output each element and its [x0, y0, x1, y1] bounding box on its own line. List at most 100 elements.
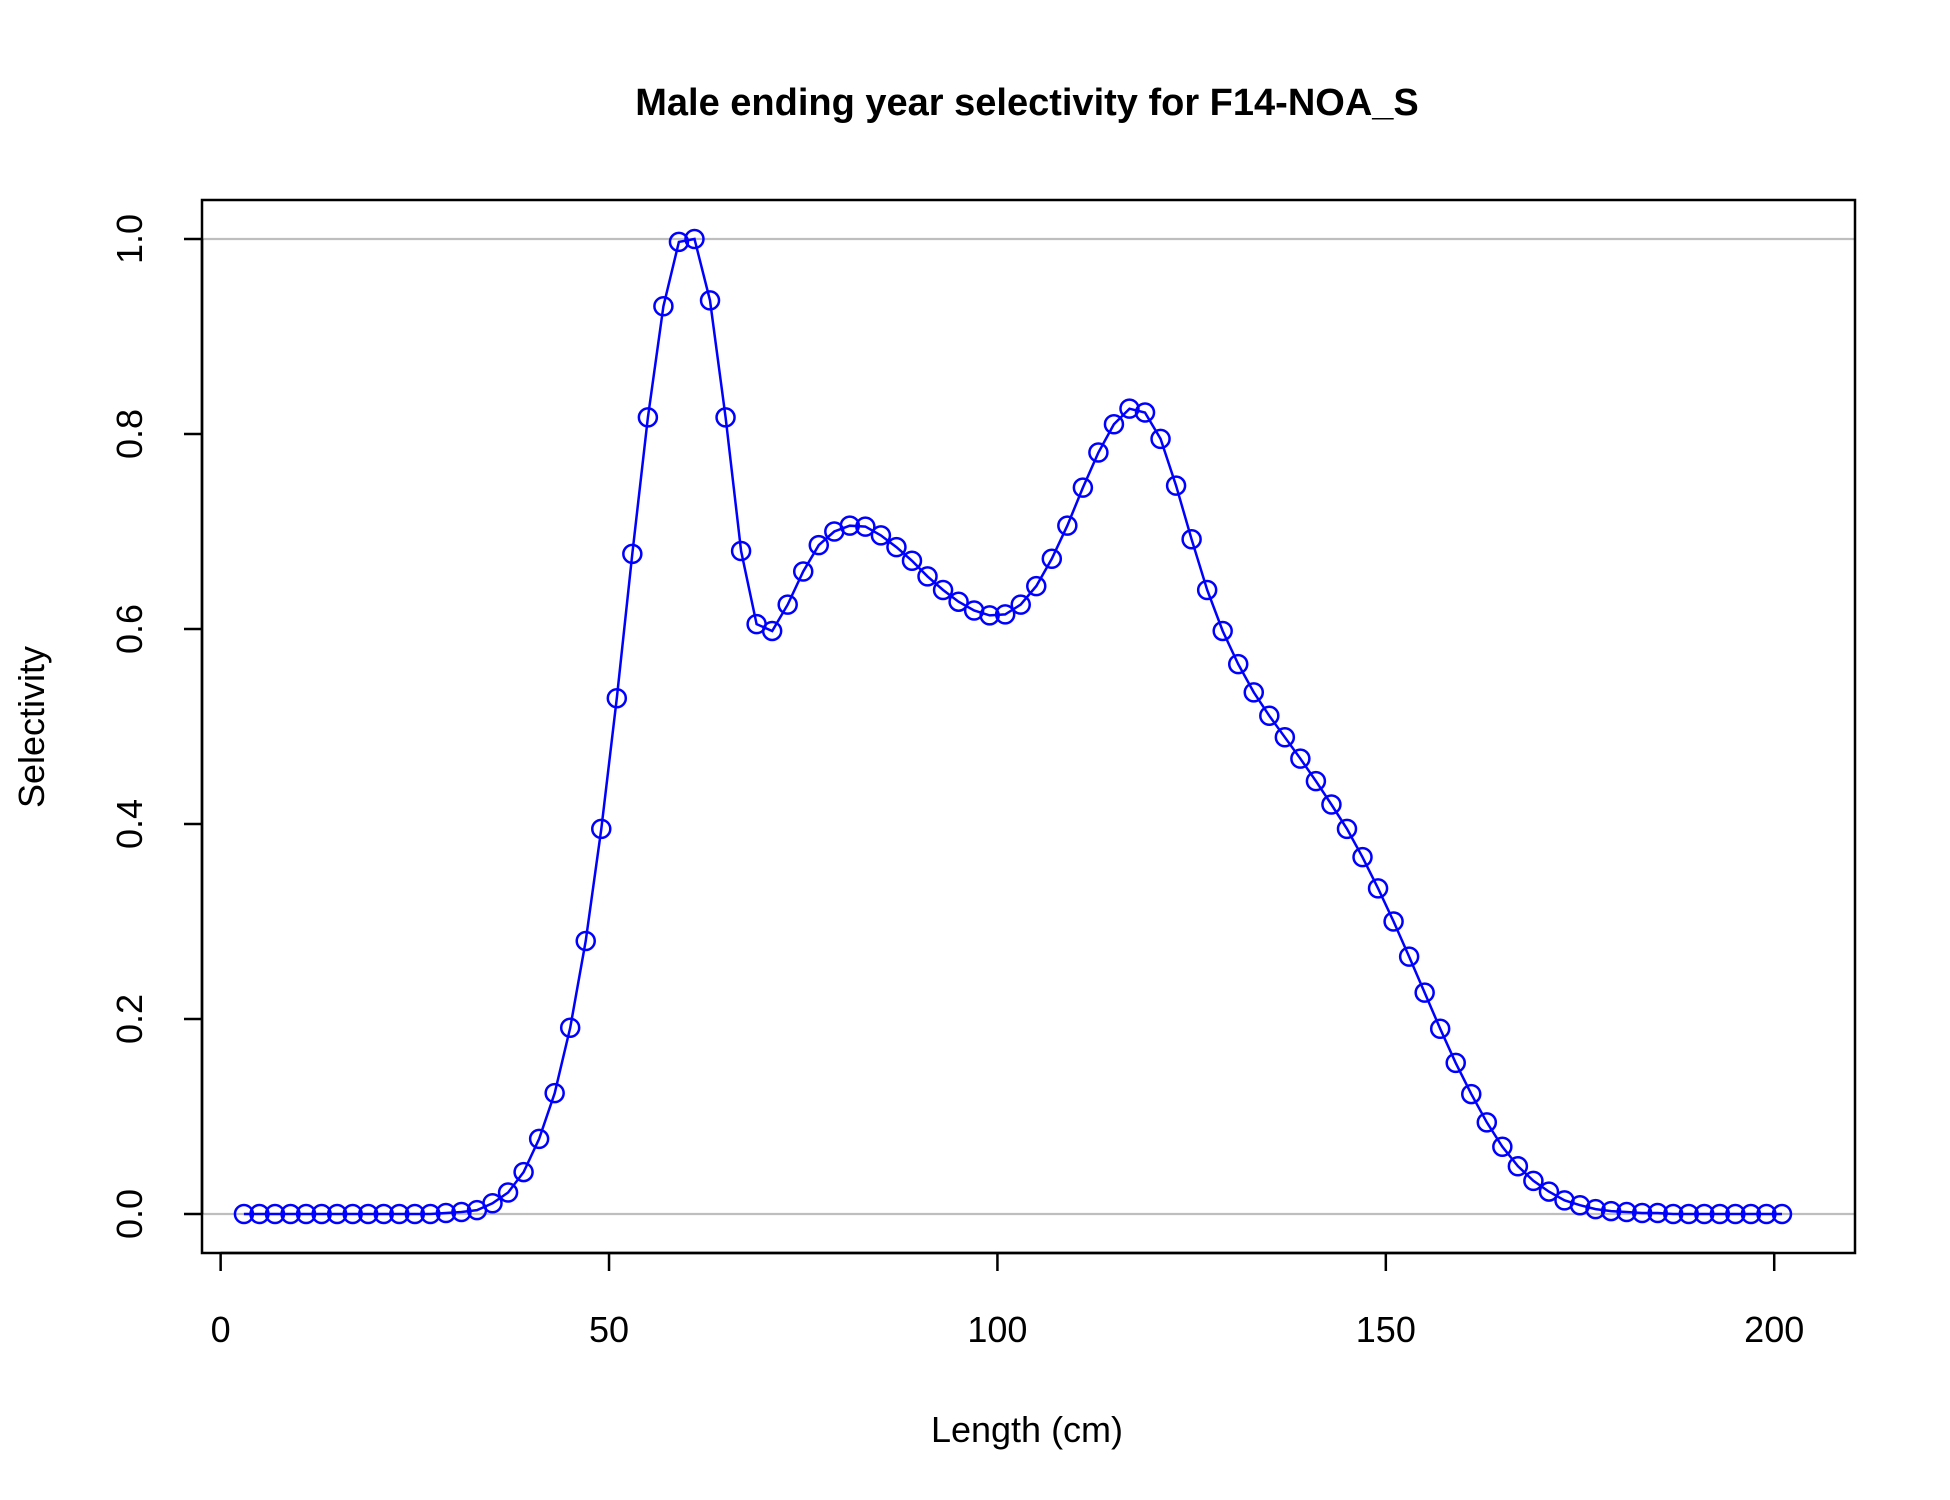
data-point [1414, 982, 1435, 1003]
data-point [653, 296, 674, 317]
data-point [249, 1203, 270, 1225]
data-point [1631, 1202, 1653, 1224]
data-point [326, 1203, 348, 1225]
data-point [792, 561, 814, 582]
data-point [1429, 1018, 1451, 1039]
data-point [1212, 620, 1233, 642]
data-point [389, 1203, 410, 1225]
data-point [1367, 878, 1389, 899]
y-tick-label: 0.6 [109, 604, 150, 654]
data-point [994, 604, 1016, 625]
x-tick-label: 50 [589, 1309, 629, 1350]
data-point [357, 1203, 379, 1225]
data-point [730, 540, 752, 562]
data-point [699, 290, 721, 311]
x-tick-label: 150 [1356, 1309, 1416, 1350]
data-point [264, 1203, 286, 1225]
data-point [1445, 1052, 1466, 1074]
data-point [1616, 1201, 1637, 1223]
data-point [1290, 748, 1311, 769]
data-point [1476, 1112, 1498, 1133]
data-point [559, 1017, 581, 1039]
y-axis-label: Selectivity [11, 646, 52, 808]
data-point [1756, 1203, 1777, 1225]
data-point [979, 605, 1000, 626]
data-point [1305, 770, 1327, 792]
data-point [1569, 1194, 1591, 1216]
data-point [1259, 705, 1280, 727]
y-tick-label: 0.4 [109, 799, 150, 849]
data-point [1538, 1181, 1560, 1202]
y-tick-label: 0.0 [109, 1189, 150, 1239]
data-point [948, 591, 969, 612]
data-point [808, 534, 830, 556]
data-point [1585, 1198, 1606, 1220]
data-point [1072, 477, 1094, 498]
data-point [1165, 475, 1187, 496]
data-point [1321, 794, 1342, 815]
data-point [932, 579, 954, 601]
data-point [1740, 1203, 1762, 1225]
data-point [1336, 818, 1358, 840]
data-point [528, 1128, 550, 1150]
data-point [404, 1203, 426, 1225]
data-point [637, 407, 659, 428]
data-point [373, 1203, 395, 1225]
data-point [1709, 1203, 1731, 1225]
data-point [482, 1193, 503, 1214]
data-point [280, 1203, 301, 1225]
data-point [1134, 402, 1156, 423]
data-point [451, 1201, 472, 1223]
data-point [1600, 1200, 1622, 1222]
data-point [1010, 594, 1031, 615]
plot-area [202, 228, 1855, 1225]
data-point [1119, 398, 1140, 419]
data-point [513, 1161, 534, 1183]
data-point [295, 1203, 317, 1225]
data-point [1227, 653, 1249, 675]
data-point [1383, 911, 1404, 932]
data-point [1274, 726, 1296, 748]
data-point [606, 687, 628, 709]
x-tick-label: 200 [1744, 1309, 1804, 1350]
y-tick-label: 0.2 [109, 994, 150, 1044]
data-point [1694, 1203, 1715, 1225]
data-point [1398, 946, 1420, 967]
data-point [1026, 575, 1047, 597]
data-point [917, 566, 938, 587]
data-point [855, 516, 876, 537]
data-point [777, 594, 798, 615]
data-point [591, 818, 612, 840]
data-point [544, 1082, 565, 1104]
data-point [1507, 1155, 1529, 1177]
data-point [870, 525, 892, 546]
data-point [1150, 428, 1171, 450]
data-point [1057, 515, 1078, 536]
x-tick-label: 0 [211, 1309, 231, 1350]
data-point [233, 1203, 255, 1225]
data-point [761, 620, 783, 642]
data-point [684, 228, 705, 250]
data-point [901, 550, 923, 571]
data-point [668, 231, 690, 253]
data-point [1103, 414, 1125, 435]
data-point [1041, 548, 1063, 570]
data-point [420, 1203, 441, 1225]
data-point [497, 1182, 519, 1203]
data-point [1771, 1203, 1793, 1225]
data-point [311, 1203, 332, 1225]
data-point [1492, 1136, 1513, 1157]
data-point [1196, 579, 1218, 601]
data-point [1647, 1202, 1668, 1224]
data-point [1662, 1203, 1684, 1225]
data-point [1461, 1083, 1482, 1105]
data-point [1523, 1170, 1544, 1192]
data-point [1088, 442, 1109, 463]
data-point [342, 1203, 363, 1225]
y-tick-label: 1.0 [109, 214, 150, 264]
data-point [886, 536, 907, 558]
y-tick-label: 0.8 [109, 409, 150, 459]
data-point [435, 1202, 457, 1224]
